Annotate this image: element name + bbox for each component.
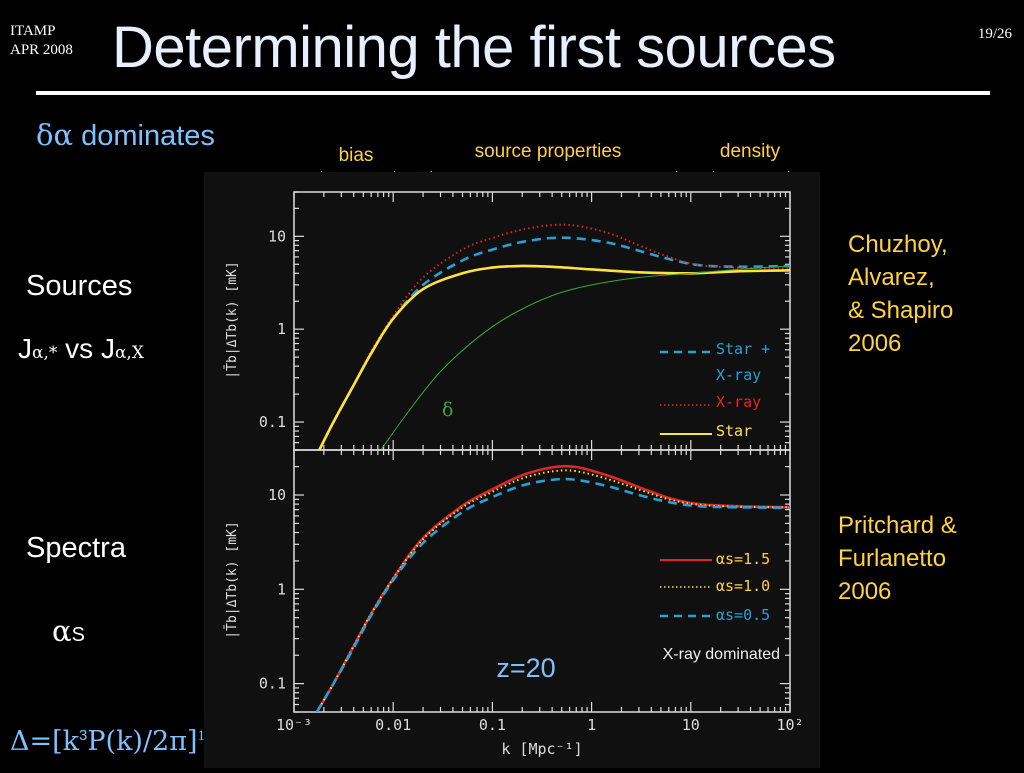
alpha-main: α: [52, 614, 72, 648]
conference-line2: APR 2008: [10, 42, 73, 58]
page-number: 19/26: [977, 26, 1012, 42]
citation-bottom-line: Furlanetto: [838, 545, 947, 572]
citation-top-line: Alvarez,: [848, 264, 935, 291]
title-divider: [36, 91, 990, 95]
conference-label: ITAMP APR 2008: [10, 22, 73, 60]
bottom-series-line-0: [315, 464, 790, 712]
citation-bottom-line: 2006: [838, 578, 892, 605]
bottom-xtick-label: 0.01: [375, 716, 411, 734]
conference-line1: ITAMP: [10, 23, 56, 39]
legend-text-alpha-1-0: αs=1.0: [716, 577, 770, 595]
figure-panel: |T̄b|Δ̄Tb(k) [mK] 0.1 1 10 δ Star + X-ray …: [204, 172, 820, 768]
top-legend: Star + X-ray X-ray Star: [660, 340, 770, 440]
bottom-ytick-label: 0.1: [259, 675, 286, 693]
legend-text-xray: X-ray: [716, 393, 761, 411]
alpha-sub: S: [71, 624, 85, 646]
power-spectrum-figure: |T̄b|Δ̄Tb(k) [mK] 0.1 1 10 δ Star + X-ray …: [225, 191, 804, 758]
bottom-xlabel: k [Mpc⁻¹]: [501, 740, 582, 758]
formula-part-b: P(k)/2π]: [87, 726, 198, 757]
top-series: [318, 223, 790, 450]
j-star-main: J: [18, 333, 32, 364]
j-vs-text: vs J: [57, 333, 115, 364]
bottom-legend: αs=1.5 αs=1.0 αs=0.5: [660, 550, 770, 624]
bottom-x-ticks: 10⁻³ 0.01 0.1 1 10 10²: [276, 450, 804, 734]
bottom-series-line-1: [316, 469, 790, 712]
region-label-source-properties: source properties: [475, 141, 622, 162]
bottom-ytick-label: 10: [268, 486, 286, 504]
bottom-xtick-label: 10²: [776, 716, 803, 734]
j-x-sub: α,X: [114, 343, 144, 363]
dominates-text: dominates: [81, 120, 215, 152]
sources-label: Sources: [26, 270, 133, 302]
spectra-label: Spectra: [26, 532, 126, 564]
legend-text-star: Star: [716, 422, 752, 440]
citation-top: Chuzhoy, Alvarez, & Shapiro 2006: [848, 228, 1018, 360]
legend-text-xray-blue: X-ray: [716, 366, 761, 384]
delta-definition: Δ=[k3P(k)/2π]1/2: [10, 726, 217, 757]
slide-title: Determining the first sources: [112, 15, 836, 80]
j-comparison-label: Jα,* vs Jα,X: [18, 333, 144, 365]
region-label-density: density: [720, 141, 781, 162]
top-series-line-2: [318, 264, 790, 450]
alpha-s-label: αS: [52, 614, 85, 649]
top-ytick-label: 0.1: [259, 413, 286, 431]
formula-part-a: Δ=[k: [10, 726, 80, 757]
bottom-ytick-label: 1: [277, 580, 286, 598]
bottom-plot-frame: [293, 449, 791, 713]
top-series-line-0: [318, 236, 790, 450]
top-ylabel: |T̄b|Δ̄Tb(k) [mK]: [225, 261, 240, 378]
xray-dominated-label: X-ray dominated: [663, 646, 780, 663]
region-label-bias: bias: [339, 145, 374, 166]
delta-alpha-symbol: δα: [36, 118, 74, 152]
bottom-xtick-label: 0.1: [479, 716, 506, 734]
legend-text-alpha-1-5: αs=1.5: [716, 550, 770, 568]
bottom-xtick-label: 10: [682, 716, 700, 734]
top-x-ticks: [293, 192, 791, 450]
legend-text-alpha-0-5: αs=0.5: [716, 606, 770, 624]
legend-text-star-plus: Star +: [716, 340, 770, 358]
citation-bottom: Pritchard & Furlanetto 2006: [838, 509, 1018, 608]
top-plot: |T̄b|Δ̄Tb(k) [mK] 0.1 1 10 δ Star + X-ray …: [225, 191, 791, 451]
j-star-sub: α,*: [32, 343, 58, 363]
top-plot-frame: [293, 191, 791, 451]
bottom-series-line-2: [315, 477, 790, 712]
citation-top-line: 2006: [848, 330, 902, 357]
bottom-xtick-label: 1: [587, 716, 596, 734]
citation-bottom-line: Pritchard &: [838, 512, 957, 539]
delta-curve-label: δ: [442, 399, 453, 421]
formula-sup-3: 3: [79, 727, 88, 744]
redshift-label: z=20: [496, 653, 555, 683]
top-ytick-label: 1: [277, 320, 286, 338]
top-ytick-label: 10: [268, 227, 286, 245]
citation-top-line: Chuzhoy,: [848, 231, 948, 258]
dominates-heading: δα dominates: [36, 118, 215, 153]
bottom-xtick-label: 10⁻³: [276, 716, 312, 734]
bottom-series: [315, 464, 790, 712]
bottom-ylabel: |T̄b|Δ̄Tb(k) [mK]: [225, 521, 240, 638]
bottom-y-ticks: 0.1 1 10: [259, 449, 790, 713]
citation-top-line: & Shapiro: [848, 297, 954, 324]
top-series-line-3: [380, 265, 790, 450]
top-series-line-1: [318, 223, 790, 450]
